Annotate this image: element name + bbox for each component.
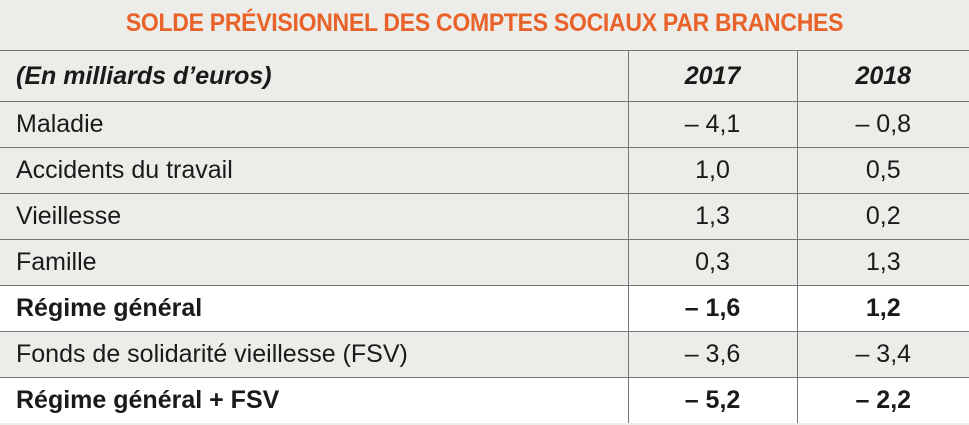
row-label: Famille [0, 239, 628, 286]
row-label: Vieillesse [0, 193, 628, 240]
row-label: Régime général + FSV [0, 377, 628, 423]
row-label: Maladie [0, 101, 628, 148]
column-header: 2018 [796, 50, 969, 102]
column-header: 2017 [627, 50, 797, 102]
cell-value: – 0,8 [796, 101, 969, 148]
row-label: Régime général [0, 285, 628, 332]
table-title: SOLDE PRÉVISIONNEL DES COMPTES SOCIAUX P… [125, 9, 844, 37]
table-row: Famille 0,3 1,3 [0, 239, 969, 286]
cell-value: – 3,6 [627, 331, 797, 378]
table-row: Régime général + FSV – 5,2– 2,2 [0, 377, 969, 423]
header-row: (En milliards d’euros) 2017 2018 [0, 50, 969, 102]
data-table: (En milliards d’euros) 2017 2018 Maladie… [0, 50, 969, 423]
table-row: Fonds de solidarité vieillesse (FSV) – 3,… [0, 331, 969, 378]
row-label: Fonds de solidarité vieillesse (FSV) [0, 331, 628, 378]
cell-value: 1,2 [796, 285, 969, 332]
table-row: Vieillesse 1,3 0,2 [0, 193, 969, 240]
cell-value: – 4,1 [627, 101, 797, 148]
cell-value: – 1,6 [627, 285, 797, 332]
cell-value: 0,3 [627, 239, 797, 286]
cell-value: 0,2 [796, 193, 969, 240]
table-row: Maladie – 4,1– 0,8 [0, 101, 969, 148]
cell-value: 1,3 [627, 193, 797, 240]
cell-value: 0,5 [796, 147, 969, 194]
cell-value: – 5,2 [627, 377, 797, 423]
table-row: Régime général – 1,6 1,2 [0, 285, 969, 332]
table-row: Accidents du travail 1,0 0,5 [0, 147, 969, 194]
cell-value: 1,0 [627, 147, 797, 194]
cell-value: – 3,4 [796, 331, 969, 378]
cell-value: 1,3 [796, 239, 969, 286]
cell-value: – 2,2 [796, 377, 969, 423]
column-header: (En milliards d’euros) [0, 50, 628, 102]
row-label: Accidents du travail [0, 147, 628, 194]
